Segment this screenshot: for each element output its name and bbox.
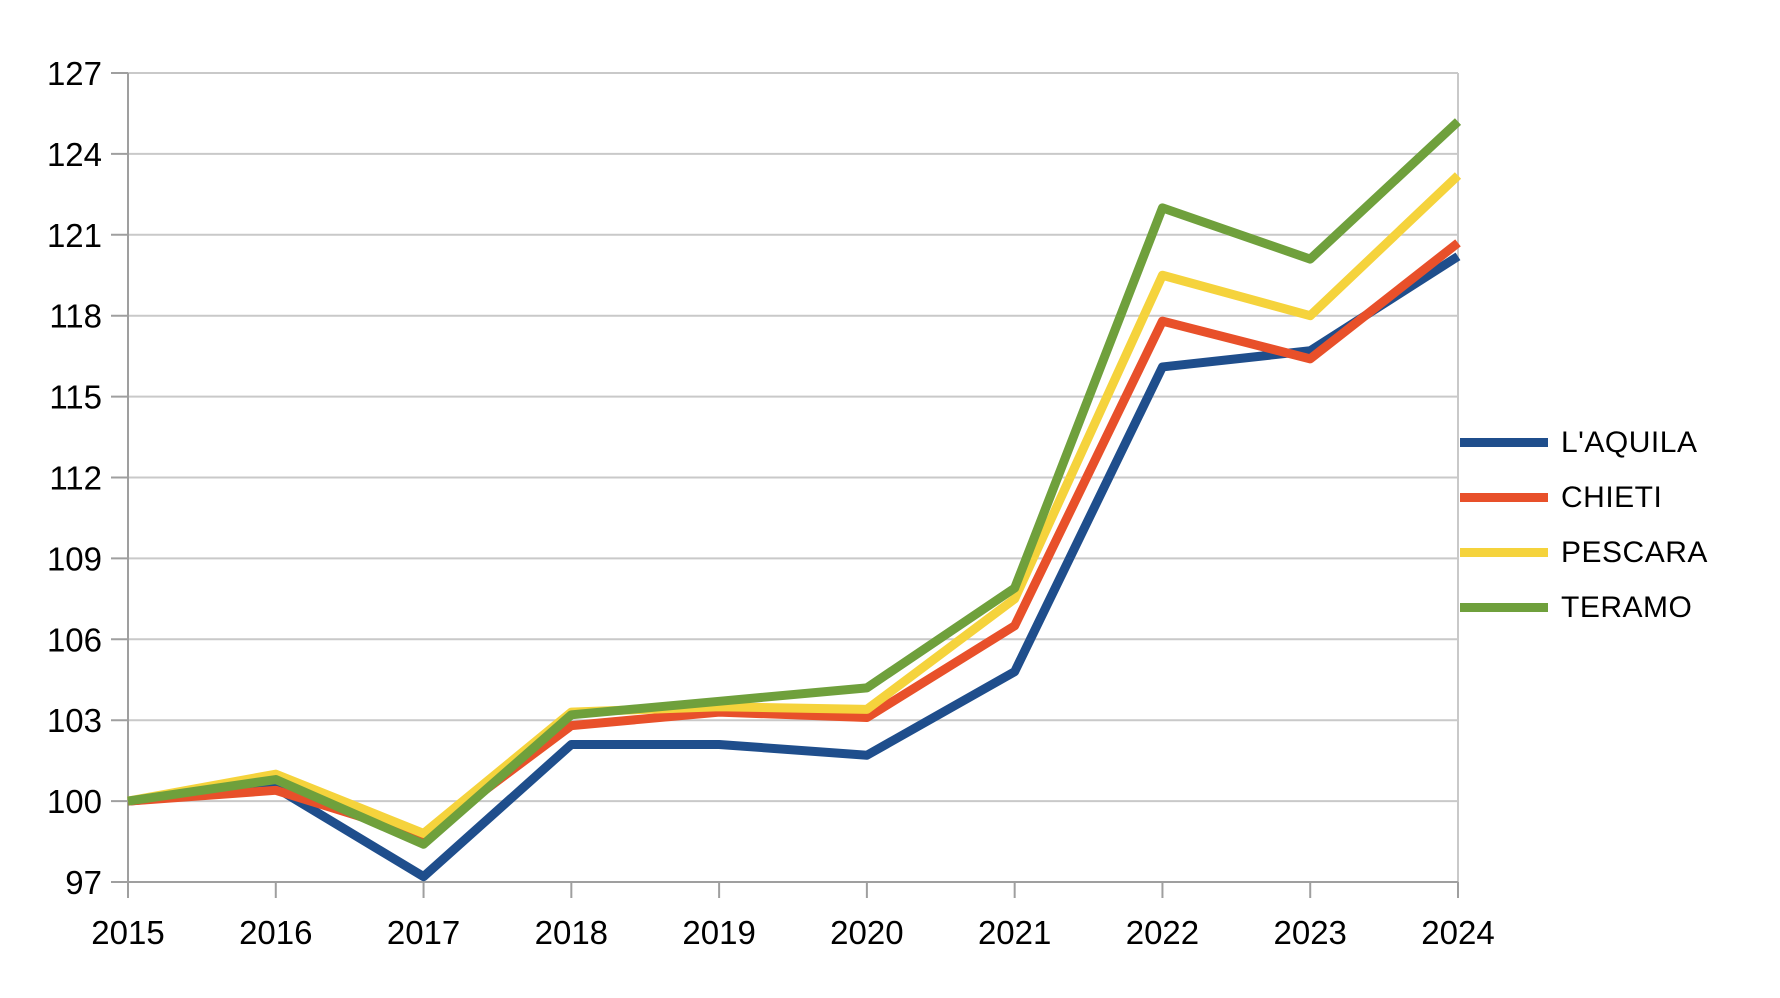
series-line-laquila: [127, 252, 1461, 882]
y-axis-label-106: 106: [47, 621, 102, 658]
legend-item-laquila: L'AQUILA: [1460, 415, 1708, 470]
x-axis-label-2019: 2019: [682, 914, 755, 951]
y-axis-label-103: 103: [47, 702, 102, 739]
legend-label-laquila: L'AQUILA: [1561, 425, 1698, 459]
x-axis-label-2023: 2023: [1274, 914, 1347, 951]
y-axis-label-127: 127: [47, 55, 102, 92]
x-axis-label-2020: 2020: [830, 914, 903, 951]
y-axis-label-124: 124: [47, 136, 102, 173]
y-axis-label-118: 118: [49, 298, 102, 335]
y-axis-label-112: 112: [49, 460, 102, 497]
y-axis-label-97: 97: [65, 864, 102, 901]
x-axis-label-2017: 2017: [387, 914, 460, 951]
legend-label-chieti: CHIETI: [1561, 480, 1663, 514]
series-line-teramo: [127, 118, 1462, 849]
legend-swatch-laquila: [1460, 438, 1548, 447]
x-axis-label-2022: 2022: [1126, 914, 1199, 951]
x-axis-label-2016: 2016: [239, 914, 312, 951]
legend-item-teramo: TERAMO: [1460, 580, 1708, 635]
legend: L'AQUILA CHIETI PESCARA TERAMO: [1460, 415, 1708, 635]
y-axis-label-121: 121: [47, 217, 102, 254]
x-axis-label-2024: 2024: [1421, 914, 1494, 951]
y-axis-label-109: 109: [47, 540, 102, 577]
legend-item-pescara: PESCARA: [1460, 525, 1708, 580]
x-axis-label-2021: 2021: [978, 914, 1051, 951]
legend-swatch-pescara: [1460, 548, 1548, 557]
legend-swatch-chieti: [1460, 493, 1548, 502]
x-axis-label-2015: 2015: [91, 914, 164, 951]
y-axis-label-100: 100: [47, 783, 102, 820]
legend-label-pescara: PESCARA: [1561, 535, 1708, 569]
legend-item-chieti: CHIETI: [1460, 470, 1708, 525]
x-axis-label-2018: 2018: [535, 914, 608, 951]
y-axis-label-115: 115: [49, 379, 102, 416]
series-line-pescara: [127, 172, 1462, 838]
legend-swatch-teramo: [1460, 603, 1548, 612]
legend-label-teramo: TERAMO: [1561, 590, 1693, 624]
